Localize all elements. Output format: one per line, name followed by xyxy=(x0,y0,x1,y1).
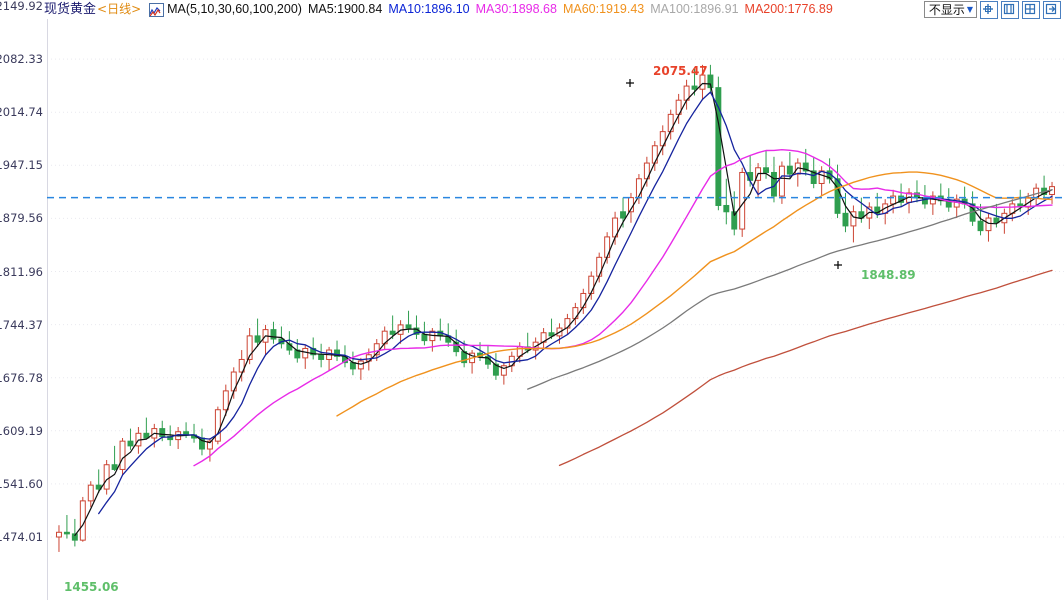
ma-indicator-icon[interactable] xyxy=(149,2,165,17)
fit-scale-button[interactable] xyxy=(1022,0,1040,19)
chart-header: 现货黄金 <日线> MA(5,10,30,60,100,200) MA5:190… xyxy=(0,0,1064,19)
crosshair-button[interactable] xyxy=(980,0,998,19)
chevron-down-icon: ▼ xyxy=(966,4,973,14)
price-tick-label: 1879.56 xyxy=(0,211,43,226)
price-annotation: 1848.89 xyxy=(861,268,916,282)
price-axis: 2149.92 2082.33 2014.74 1947.15 1879.56 1811.… xyxy=(0,0,47,600)
ma10-value: MA10:1896.10 xyxy=(388,2,470,16)
plot-area[interactable]: 2075.47 1455.06 1848.89 xyxy=(37,19,1064,600)
price-annotation: 1455.06 xyxy=(64,580,119,594)
price-tick-label: 1811.96 xyxy=(0,264,43,279)
ma-formula-label: MA(5,10,30,60,100,200) xyxy=(167,2,302,16)
price-tick-label: 1541.60 xyxy=(0,476,43,491)
shift-right-button[interactable] xyxy=(1043,0,1061,19)
ma60-value: MA60:1919.43 xyxy=(562,2,645,16)
ma30-value: MA30:1898.68 xyxy=(475,2,557,16)
display-mode-dropdown[interactable]: 不显示 ▼ xyxy=(923,1,977,18)
ma5-value: MA5:1900.84 xyxy=(307,2,383,16)
ma100-value: MA100:1896.91 xyxy=(650,2,739,16)
display-mode-label: 不显示 xyxy=(928,3,965,17)
price-tick-label: 1474.01 xyxy=(0,530,43,544)
chart-toolbar: 不显示 ▼ xyxy=(923,0,1061,19)
symbol-period: <日线> xyxy=(97,2,142,16)
price-tick-label: 2014.74 xyxy=(0,105,43,120)
price-tick-label: 1609.19 xyxy=(0,423,43,438)
price-tick-label: 1676.78 xyxy=(0,370,43,385)
ma200-value: MA200:1776.89 xyxy=(744,2,833,16)
candlestick-plot xyxy=(37,19,1064,600)
price-tick-label: 1744.37 xyxy=(0,317,43,332)
price-tick-label: 2149.92 xyxy=(0,0,43,13)
price-tick-label: 1947.15 xyxy=(0,158,43,173)
symbol-name: 现货黄金 xyxy=(44,2,97,17)
price-tick-label: 2082.33 xyxy=(0,52,43,67)
fit-vertical-button[interactable] xyxy=(1001,0,1019,19)
price-annotation: 2075.47 xyxy=(653,64,708,78)
